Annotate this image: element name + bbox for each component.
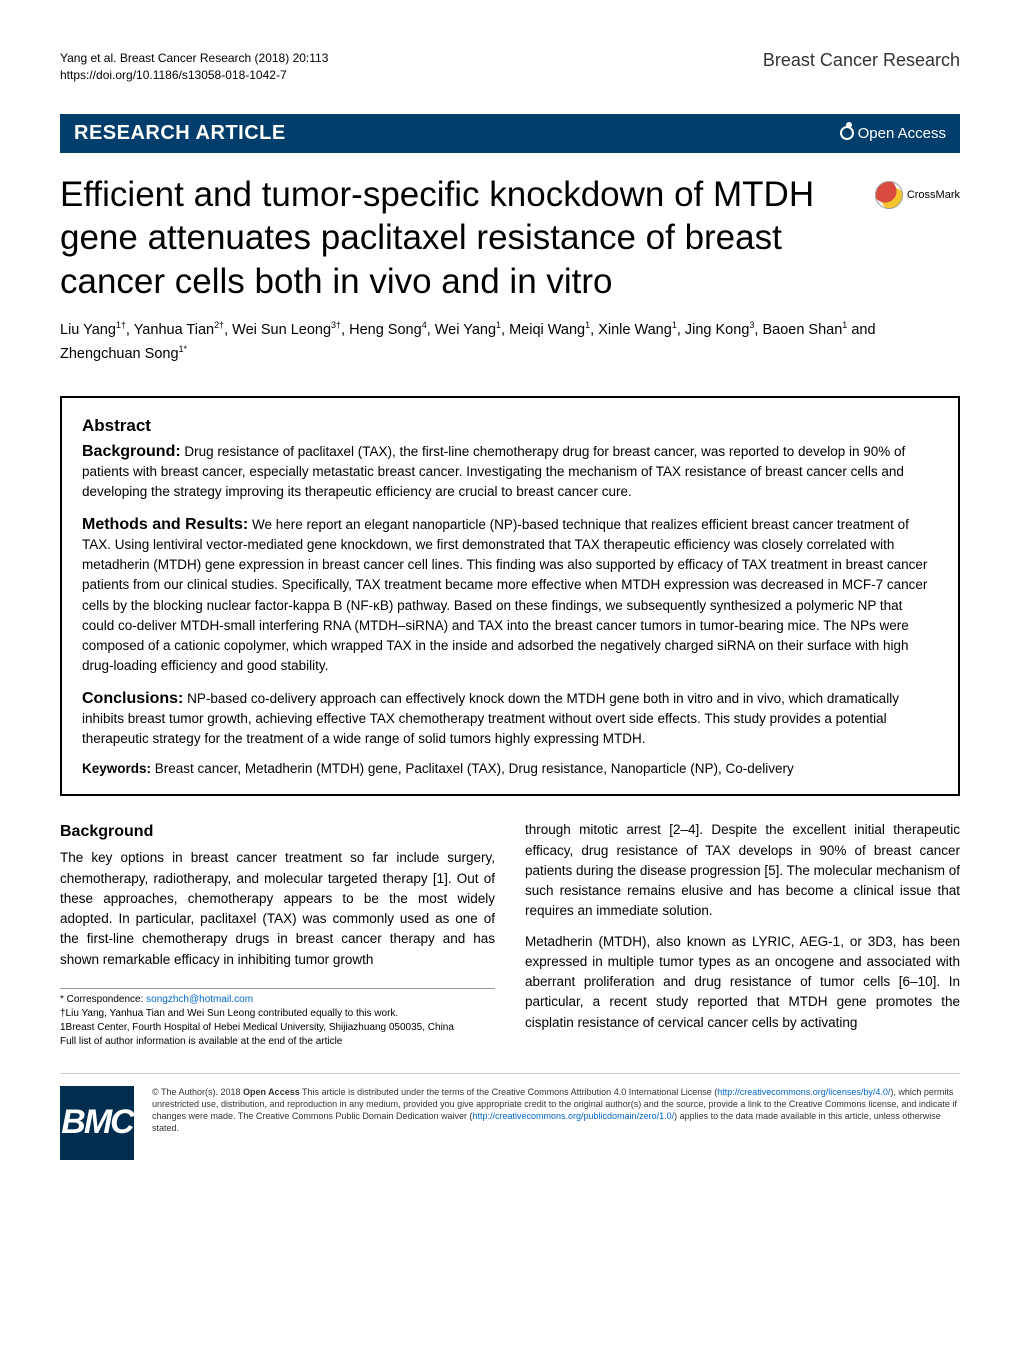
crossmark-badge[interactable]: CrossMark [875, 181, 960, 209]
license-text: © The Author(s). 2018 Open Access This a… [152, 1086, 960, 1135]
correspondence-email[interactable]: songzhch@hotmail.com [146, 994, 253, 1005]
article-type-banner: RESEARCH ARTICLE Open Access [60, 114, 960, 153]
crossmark-icon [875, 181, 903, 209]
citation-block: Yang et al. Breast Cancer Research (2018… [60, 50, 328, 84]
running-header: Yang et al. Breast Cancer Research (2018… [60, 50, 960, 84]
abstract-conclusions: Conclusions: NP-based co-delivery approa… [82, 689, 938, 750]
open-access-label: Open Access [858, 125, 946, 142]
bmc-logo-square: BMC [60, 1086, 134, 1160]
keywords-text: Breast cancer, Metadherin (MTDH) gene, P… [151, 761, 794, 776]
left-column: Background The key options in breast can… [60, 820, 495, 1049]
license-prefix: © The Author(s). 2018 [152, 1087, 243, 1097]
open-access-icon [840, 126, 854, 140]
right-column: through mitotic arrest [2–4]. Despite th… [525, 820, 960, 1049]
abstract-background: Background: Drug resistance of paclitaxe… [82, 442, 938, 503]
equal-contribution-note: †Liu Yang, Yanhua Tian and Wei Sun Leong… [60, 1007, 495, 1021]
background-heading: Background [60, 820, 495, 844]
author-list: Liu Yang1†, Yanhua Tian2†, Wei Sun Leong… [60, 318, 960, 366]
correspondence-label: * Correspondence: [60, 994, 146, 1005]
license-url-2[interactable]: http://creativecommons.org/publicdomain/… [472, 1111, 674, 1121]
bmc-logo: BMC [60, 1086, 134, 1160]
author-info-note: Full list of author information is avail… [60, 1035, 495, 1049]
abstract-methods-text: We here report an elegant nanoparticle (… [82, 517, 927, 674]
license-part1: This article is distributed under the te… [300, 1087, 718, 1097]
affiliation-note: 1Breast Center, Fourth Hospital of Hebei… [60, 1021, 495, 1035]
citation-line1: Yang et al. Breast Cancer Research (2018… [60, 50, 328, 67]
license-footer: BMC © The Author(s). 2018 Open Access Th… [60, 1073, 960, 1160]
keywords-label: Keywords: [82, 761, 151, 776]
license-url-1[interactable]: http://creativecommons.org/licenses/by/4… [717, 1087, 890, 1097]
citation-doi: https://doi.org/10.1186/s13058-018-1042-… [60, 67, 328, 84]
abstract-keywords: Keywords: Breast cancer, Metadherin (MTD… [82, 761, 938, 776]
body-paragraph: through mitotic arrest [2–4]. Despite th… [525, 820, 960, 921]
article-type-label: RESEARCH ARTICLE [74, 122, 286, 145]
abstract-heading: Abstract [82, 416, 938, 436]
abstract-methods-label: Methods and Results: [82, 516, 248, 533]
article-title: Efficient and tumor-specific knockdown o… [60, 173, 863, 304]
abstract-box: Abstract Background: Drug resistance of … [60, 396, 960, 797]
crossmark-label: CrossMark [907, 189, 960, 201]
abstract-background-label: Background: [82, 443, 181, 460]
body-paragraph: Metadherin (MTDH), also known as LYRIC, … [525, 932, 960, 1033]
license-open-access: Open Access [243, 1087, 300, 1097]
abstract-conclusions-text: NP-based co-delivery approach can effect… [82, 691, 899, 747]
journal-name: Breast Cancer Research [763, 50, 960, 71]
abstract-background-text: Drug resistance of paclitaxel (TAX), the… [82, 444, 905, 500]
open-access-badge: Open Access [840, 125, 946, 142]
abstract-conclusions-label: Conclusions: [82, 690, 183, 707]
body-columns: Background The key options in breast can… [60, 820, 960, 1049]
correspondence-footnote: * Correspondence: songzhch@hotmail.com †… [60, 988, 495, 1049]
body-paragraph: The key options in breast cancer treatme… [60, 848, 495, 970]
abstract-methods: Methods and Results: We here report an e… [82, 515, 938, 677]
